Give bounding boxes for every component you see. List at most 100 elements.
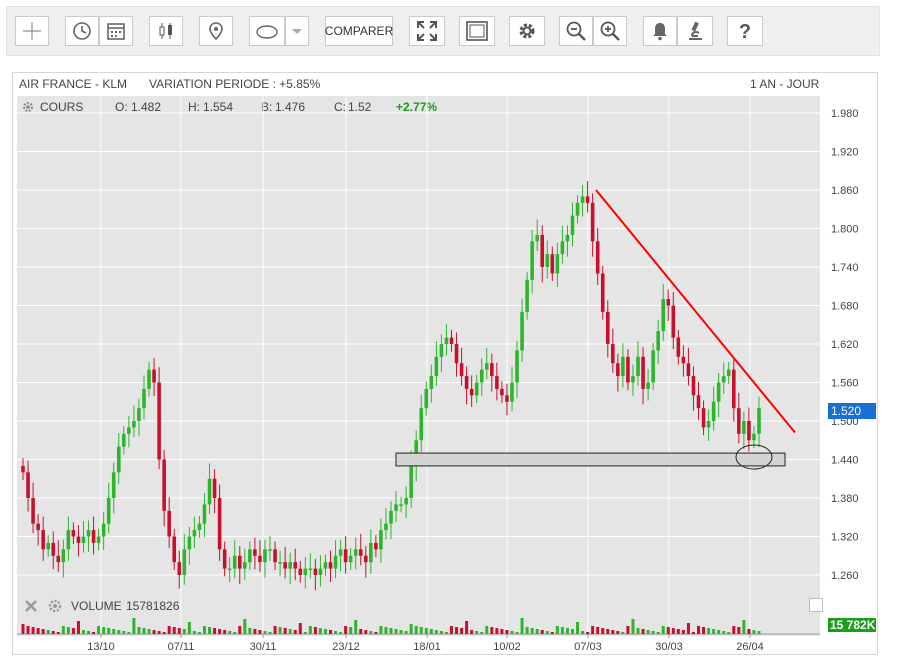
candle-body	[303, 568, 308, 575]
candle-body	[147, 369, 151, 389]
candle-body	[56, 555, 61, 563]
candle-body	[490, 363, 494, 377]
crosshair-button[interactable]	[15, 16, 49, 46]
candle-body	[737, 408, 741, 434]
volume-bar	[560, 627, 564, 634]
bell-icon	[653, 23, 667, 41]
volume-bar	[354, 620, 358, 634]
volume-bar	[36, 628, 40, 634]
candle-body	[666, 299, 671, 306]
candle-body	[555, 254, 560, 274]
volume-bar	[727, 632, 731, 634]
volume-bar	[223, 630, 227, 634]
chart-type-button[interactable]	[149, 16, 183, 46]
fullscreen-button[interactable]	[409, 16, 445, 46]
candle-body	[429, 376, 434, 389]
compare-button[interactable]: COMPARER	[325, 16, 393, 46]
volume-bar	[717, 630, 721, 634]
candle-body	[757, 408, 761, 434]
volume-bar	[530, 628, 534, 634]
volume-bar	[127, 632, 131, 634]
candle-body	[399, 504, 403, 506]
frame-button[interactable]	[459, 16, 495, 46]
draw-shape-dropdown[interactable]	[285, 16, 309, 46]
zoom-in-button[interactable]	[593, 16, 627, 46]
candle-body	[268, 549, 272, 551]
candle-body	[469, 388, 474, 396]
volume-bar	[555, 626, 559, 634]
help-button[interactable]: ?	[727, 16, 763, 46]
volume-bar	[218, 629, 222, 634]
volume-bar	[490, 627, 494, 634]
volume-panel-toggle[interactable]	[809, 598, 823, 612]
plot-area[interactable]	[17, 96, 820, 636]
candle-body	[182, 549, 187, 575]
candle-body	[600, 273, 605, 312]
volume-bar	[651, 631, 655, 634]
volume-bar	[379, 626, 383, 634]
volume-bar	[449, 626, 453, 634]
history-button[interactable]	[65, 16, 99, 46]
period-selector[interactable]: 1 AN - JOUR	[750, 77, 820, 91]
candle-body	[111, 472, 116, 498]
candle-body	[227, 568, 232, 571]
volume-bar	[293, 630, 297, 634]
volume-bar	[122, 631, 126, 634]
analysis-button[interactable]	[677, 16, 713, 46]
draw-shape-button[interactable]	[249, 16, 285, 46]
volume-bar	[429, 629, 433, 634]
volume-bar	[424, 628, 428, 634]
volume-bar	[460, 628, 464, 634]
candle-body	[137, 408, 141, 421]
alert-button[interactable]	[643, 16, 677, 46]
zoom-out-button[interactable]	[559, 16, 593, 46]
calendar-icon	[107, 23, 125, 40]
candle-body	[590, 202, 595, 242]
volume-bar	[87, 631, 91, 634]
volume-bar	[243, 619, 247, 634]
settings-button[interactable]	[509, 16, 545, 46]
cours-gear-icon[interactable]	[22, 101, 34, 113]
candle-body	[671, 305, 676, 338]
volume-bar	[444, 632, 448, 634]
volume-bar	[147, 629, 151, 634]
volume-close-icon[interactable]	[24, 599, 38, 613]
marker-button[interactable]	[199, 16, 233, 46]
y-tick-label: 1.260	[831, 570, 859, 582]
volume-bar	[278, 627, 282, 634]
volume-bar	[631, 619, 635, 634]
candle-body	[419, 408, 424, 441]
annotation-ellipse	[735, 444, 773, 470]
candle-body	[681, 356, 686, 364]
candle-body	[505, 395, 509, 402]
candle-body	[656, 331, 660, 351]
candle-body	[570, 215, 575, 235]
candle-body	[172, 536, 177, 563]
y-tick-label: 1.620	[831, 339, 859, 351]
volume-bar	[510, 631, 514, 634]
x-tick-label: 26/04	[736, 641, 764, 653]
open-value: 1.482	[131, 100, 162, 114]
candle-body	[560, 241, 565, 255]
candle-body	[167, 510, 171, 537]
volume-bar	[213, 628, 217, 634]
candle-body	[535, 234, 539, 242]
candle-body	[187, 536, 192, 550]
y-tick-label: 1.800	[831, 224, 859, 236]
candle-body	[691, 376, 696, 396]
calendar-button[interactable]	[99, 16, 133, 46]
volume-bar	[570, 629, 574, 634]
candle-body	[232, 555, 237, 569]
volume-bar	[97, 626, 101, 634]
volume-gear-icon[interactable]	[48, 599, 62, 613]
volume-bar	[737, 627, 741, 634]
candle-body	[706, 421, 711, 428]
candlestick-icon	[159, 23, 172, 39]
candle-body	[379, 530, 383, 550]
candle-body	[646, 382, 650, 389]
candle-body	[550, 254, 555, 274]
volume-bar	[182, 629, 186, 634]
candle-body	[500, 388, 504, 396]
volume-bar	[520, 618, 524, 634]
